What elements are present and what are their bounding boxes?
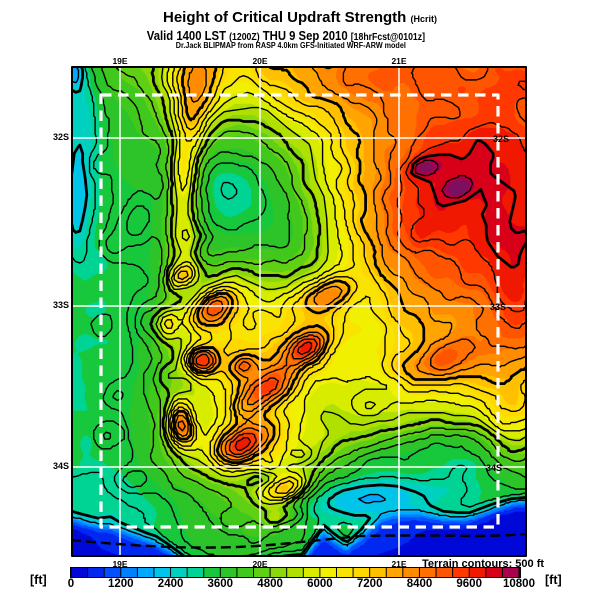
svg-text:34S: 34S (486, 463, 502, 473)
svg-text:32S: 32S (493, 134, 509, 144)
svg-text:33S: 33S (490, 302, 506, 312)
